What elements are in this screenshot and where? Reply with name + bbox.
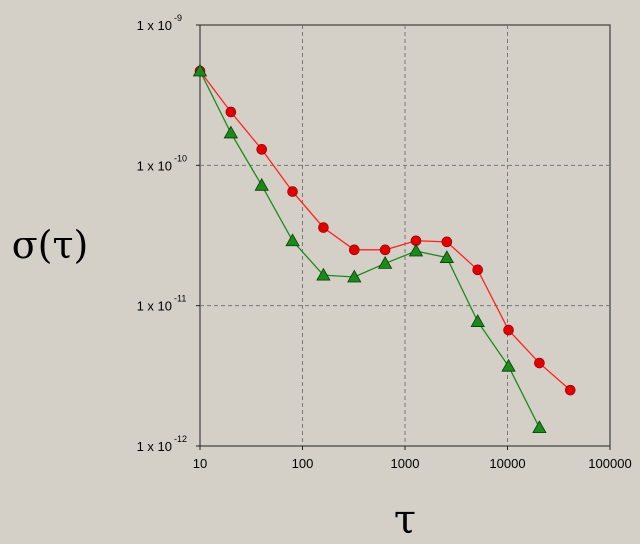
data-point bbox=[347, 269, 362, 283]
y-tick-exponent: -12 bbox=[174, 434, 187, 444]
data-point bbox=[256, 144, 268, 155]
data-point bbox=[501, 358, 516, 372]
data-point bbox=[223, 125, 239, 139]
y-tick-label: 1 x 10 bbox=[137, 18, 172, 33]
data-point bbox=[254, 177, 269, 191]
x-tick-label: 10000 bbox=[489, 456, 525, 471]
data-point bbox=[532, 420, 547, 434]
y-axis-ticks: 1 x 10 -91 x 10 -101 x 10 -111 x 10 -12 bbox=[137, 13, 200, 454]
data-point bbox=[472, 264, 484, 276]
data-point bbox=[441, 236, 453, 248]
x-axis-title: τ bbox=[394, 497, 416, 543]
y-tick-exponent: -11 bbox=[174, 294, 186, 304]
data-point bbox=[318, 222, 329, 233]
data-point bbox=[192, 63, 208, 77]
data-point bbox=[470, 314, 485, 327]
y-tick-base: 1 x 10 bbox=[137, 299, 172, 314]
y-tick-label: 1 x 10 bbox=[137, 158, 172, 173]
y-tick-base: 1 x 10 bbox=[137, 18, 172, 33]
y-tick-label: 1 x 10 bbox=[137, 299, 172, 314]
data-point bbox=[379, 244, 391, 256]
data-point bbox=[225, 106, 237, 118]
y-tick-exponent: -9 bbox=[174, 13, 182, 23]
data-point bbox=[316, 267, 331, 281]
y-axis-title: σ(τ) bbox=[12, 223, 89, 267]
x-axis-ticks: 10 100 1000 10000 100000 bbox=[193, 446, 632, 471]
data-point bbox=[377, 256, 393, 269]
x-tick-label: 10 bbox=[193, 456, 207, 471]
series-triangle bbox=[192, 63, 547, 434]
data-point bbox=[503, 324, 514, 336]
data-point bbox=[287, 186, 298, 197]
data-point bbox=[439, 250, 455, 263]
data-point bbox=[534, 357, 545, 369]
data-point bbox=[348, 244, 360, 256]
data-point bbox=[564, 384, 576, 396]
y-tick-base: 1 x 10 bbox=[137, 439, 172, 454]
x-tick-label: 100 bbox=[292, 456, 314, 471]
series-group bbox=[192, 63, 576, 434]
series-line bbox=[199, 70, 540, 429]
x-tick-label: 100000 bbox=[588, 456, 631, 471]
data-point bbox=[285, 233, 300, 247]
data-point bbox=[408, 243, 424, 257]
grid-lines bbox=[200, 25, 610, 446]
series-circle bbox=[194, 65, 576, 396]
x-tick-label: 1000 bbox=[391, 456, 420, 471]
y-tick-base: 1 x 10 bbox=[137, 158, 172, 173]
y-tick-label: 1 x 10 bbox=[137, 439, 172, 454]
y-tick-exponent: -10 bbox=[174, 153, 187, 163]
